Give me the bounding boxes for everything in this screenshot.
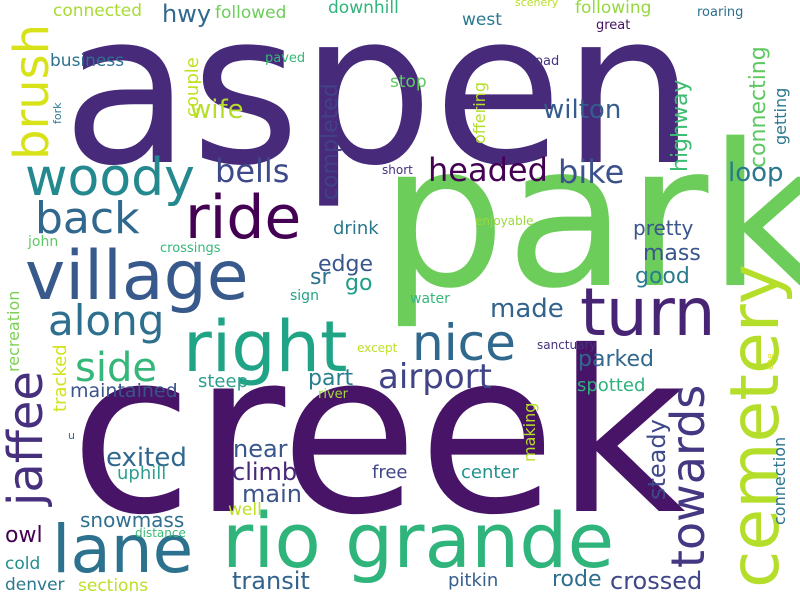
word-climb: climb [232,458,298,486]
word-downhill: downhill [328,0,399,18]
word-west: west [462,10,502,30]
word-completed: completed [318,83,343,200]
word-one: one [766,353,776,370]
word-maintained: maintained [70,380,178,402]
word-highway: highway [668,79,693,172]
word-getting: getting [771,87,790,145]
word-headed: headed [428,151,548,189]
word-sign: sign [290,288,319,304]
word-loop: loop [728,158,784,188]
word-woody: woody [25,148,195,208]
word-parked: parked [578,347,654,372]
word-river: river [318,387,348,402]
word-tracked: tracked [50,344,71,412]
word-great: great [596,18,631,33]
word-right: right [183,306,348,388]
word-water: water [410,291,450,307]
word-following: following [575,0,652,18]
word-denver: denver [5,575,65,595]
word-bells: bells [215,152,290,190]
word-road: road [530,54,560,69]
word-connected: connected [53,1,143,21]
word-sections: sections [78,576,149,596]
word-crossed: crossed [610,567,703,595]
word-free: free [372,462,408,483]
word-nice: nice [412,314,516,372]
word-uphill: uphill [117,463,167,484]
word-bike: bike [558,153,625,191]
word-owl: owl [5,523,43,548]
word-scenery: scenery [515,0,559,9]
word-creek: creek [70,303,686,564]
word-center: center [461,462,519,483]
word-side: side [75,345,157,391]
word-towards: towards [661,384,715,568]
word-near: near [233,435,288,463]
word-connection: connection [770,436,789,525]
word-airport: airport [378,357,492,397]
word-sr: sr [310,265,331,290]
word-exited: exited [106,443,187,473]
word-wilton: wilton [543,95,622,125]
word-cemetery: cemetery [716,264,795,588]
word-well: well [228,500,262,520]
word-mass: mass [643,241,701,266]
word-connecting: connecting [746,46,771,168]
word-park: park [380,101,800,332]
word-lane: lane [52,511,194,588]
word-steep: steep [198,371,249,392]
word-go: go [345,271,373,296]
word-made: made [490,294,564,324]
word-hwy: hwy [162,0,212,28]
word-steady: steady [643,419,671,500]
word-followed: followed [215,3,287,23]
word-along: along [48,296,165,345]
word-village: village [25,237,249,316]
word-good: good [635,264,690,289]
word-transit: transit [232,567,310,595]
word-turn: turn [580,274,716,351]
word-paved: paved [265,51,306,66]
word-u: u [68,429,75,442]
word-john: john [28,234,59,250]
word-enjoyable: enjoyable [475,214,534,228]
word-jaffee: jaffee [0,371,54,506]
word-drink: drink [333,218,379,239]
word-sanctuary: sanctuary [537,338,597,352]
word-brush: brush [4,23,60,160]
word-fork: fork [51,102,64,125]
word-recreation: recreation [4,290,23,372]
word-snowmass: snowmass [80,508,185,532]
word-offering: offering [470,82,489,144]
word-aspen: aspen [62,0,696,212]
word-rio-grande: rio grande [222,496,615,585]
word-making: making [520,402,539,462]
word-distance: distance [135,526,186,540]
word-cold: cold [5,554,41,574]
word-ride: ride [185,183,302,253]
word-roaring: roaring [697,5,744,20]
word-back: back [35,193,140,244]
word-main: main [242,480,302,508]
word-couple: couple [182,57,203,117]
word-spotted: spotted [577,375,646,396]
word-stop: stop [390,72,427,92]
word-short: short [382,163,413,177]
word-except: except [357,341,398,355]
word-edge: edge [318,252,373,277]
word-part: part [308,366,354,391]
word-rode: rode [552,567,602,592]
word-wife: wife [190,95,244,125]
word-crossings: crossings [160,241,221,256]
word-business: business [50,51,125,71]
word-pretty: pretty [633,216,694,240]
word-pitkin: pitkin [448,570,499,591]
